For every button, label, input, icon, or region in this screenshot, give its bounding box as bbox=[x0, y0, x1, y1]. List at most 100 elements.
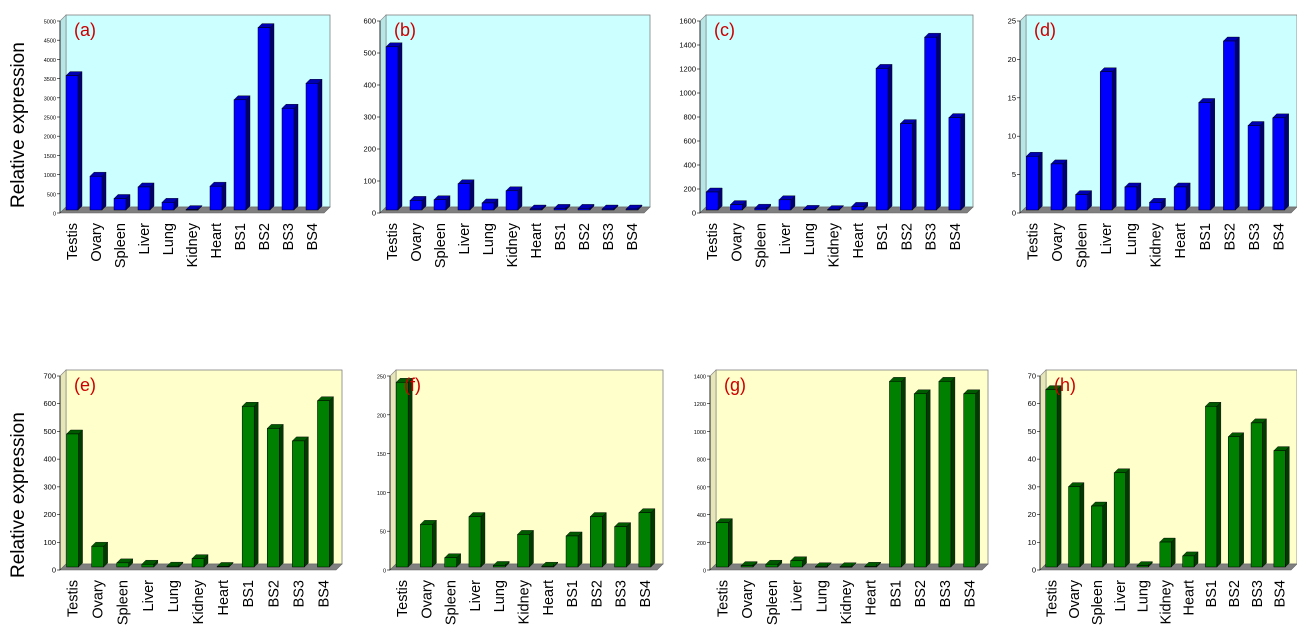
y-tick-label: 100 bbox=[43, 538, 56, 547]
x-tick-label: Ovary bbox=[1067, 579, 1083, 618]
bar-spleen bbox=[1075, 190, 1093, 211]
bar-bs3 bbox=[938, 376, 956, 568]
bar-side bbox=[407, 377, 413, 568]
y-tick-label: 2500 bbox=[44, 116, 56, 122]
bar-side bbox=[317, 78, 323, 211]
bar-heart bbox=[1173, 182, 1191, 211]
bar-side bbox=[602, 512, 607, 568]
x-tick-label: BS2 bbox=[589, 580, 605, 607]
panel-title: (b) bbox=[394, 20, 416, 40]
plot-side-wall bbox=[389, 369, 397, 571]
bar-front bbox=[1091, 505, 1104, 568]
bar-bs2 bbox=[1227, 432, 1245, 568]
bar-ovary bbox=[91, 541, 109, 568]
bar-front bbox=[409, 200, 423, 211]
bar-front bbox=[839, 566, 853, 568]
panel-title: (g) bbox=[724, 375, 746, 395]
bar-side bbox=[1235, 36, 1240, 211]
plot-side-wall bbox=[1019, 14, 1027, 214]
bar-testis bbox=[1025, 151, 1043, 211]
y-tick-label: 60 bbox=[1028, 399, 1036, 408]
x-tick-label: BS4 bbox=[305, 223, 321, 250]
bar-front bbox=[705, 191, 719, 211]
bar-front bbox=[1050, 163, 1064, 211]
x-tick-label: Kidney bbox=[1159, 579, 1175, 624]
bar-front bbox=[161, 202, 175, 211]
bar-side bbox=[103, 541, 108, 568]
y-tick-label: 400 bbox=[43, 455, 56, 464]
panel-title: (h) bbox=[1054, 375, 1076, 395]
x-tick-label: BS4 bbox=[625, 223, 641, 250]
x-tick-label: Kidney bbox=[505, 222, 521, 267]
x-tick-label: Spleen bbox=[116, 580, 132, 625]
x-tick-label: BS1 bbox=[875, 223, 891, 250]
bar-front bbox=[614, 526, 627, 568]
x-tick-label: Ovary bbox=[729, 222, 745, 261]
bar-side bbox=[432, 519, 437, 568]
bar-side bbox=[1210, 97, 1215, 211]
bar-front bbox=[827, 209, 840, 211]
x-tick-label: BS1 bbox=[1198, 223, 1214, 250]
bar-front bbox=[113, 198, 127, 211]
bar-front bbox=[91, 545, 104, 568]
bar-front bbox=[395, 382, 409, 568]
bar-front bbox=[1099, 71, 1113, 211]
bar-front bbox=[137, 186, 151, 211]
x-tick-label: Liver bbox=[141, 580, 157, 612]
bar-side bbox=[960, 113, 966, 211]
x-tick-label: Testis bbox=[66, 580, 82, 617]
y-tick-label: 1600 bbox=[679, 17, 696, 26]
x-tick-label: BS2 bbox=[913, 580, 929, 607]
bar-bs4 bbox=[316, 396, 334, 568]
bar-front bbox=[257, 27, 271, 211]
bar-bs4 bbox=[963, 389, 981, 568]
bar-front bbox=[305, 83, 319, 211]
x-tick-label: Testis bbox=[715, 580, 731, 617]
panel-title: (a) bbox=[74, 20, 96, 40]
panel-title: (c) bbox=[714, 20, 735, 40]
bar-lung bbox=[481, 198, 499, 211]
bar-front bbox=[492, 565, 506, 568]
bar-side bbox=[279, 423, 284, 568]
panel-title: (e) bbox=[74, 375, 96, 395]
bar-side bbox=[101, 171, 107, 211]
bar-heart bbox=[209, 181, 227, 211]
x-tick-label: BS2 bbox=[1222, 223, 1238, 250]
x-tick-label: BS4 bbox=[948, 223, 964, 250]
bar-front bbox=[1182, 555, 1195, 568]
bar-front bbox=[541, 565, 555, 568]
bar-heart bbox=[851, 201, 869, 211]
x-tick-label: Heart bbox=[541, 580, 557, 615]
x-tick-label: Lung bbox=[481, 223, 497, 255]
plot-side-wall bbox=[699, 14, 707, 214]
bar-side bbox=[1112, 67, 1117, 211]
bar-front bbox=[1205, 406, 1218, 568]
y-tick-label: 30 bbox=[1028, 482, 1036, 491]
bar-liver bbox=[468, 512, 486, 568]
y-tick-label: 250 bbox=[377, 375, 386, 381]
bar-front bbox=[590, 516, 603, 568]
x-tick-label: BS2 bbox=[899, 223, 915, 250]
chart-panel-4: 0 100 200 300 400 500 600 700 Testis Ovary Spleen L… bbox=[43, 369, 343, 625]
x-tick-label: BS1 bbox=[1204, 580, 1220, 607]
bar-side bbox=[529, 529, 534, 568]
bar-front bbox=[851, 206, 865, 211]
bar-ovary bbox=[729, 200, 747, 211]
bar-front bbox=[116, 562, 129, 568]
chart-panel-1: 0 100 200 300 400 500 600 Testis Ovary Spleen Live… bbox=[363, 14, 651, 268]
bar-front bbox=[924, 36, 937, 211]
bar-front bbox=[948, 117, 962, 211]
bar-bs3 bbox=[1247, 121, 1265, 211]
y-tick-label: 100 bbox=[363, 177, 376, 186]
bar-side bbox=[925, 389, 931, 568]
y-tick-label: 200 bbox=[377, 413, 386, 419]
bar-side bbox=[245, 95, 251, 211]
bar-front bbox=[1247, 125, 1261, 211]
bar-side bbox=[1079, 482, 1085, 568]
x-tick-label: Kidney bbox=[1149, 222, 1165, 267]
x-tick-label: Kidney bbox=[827, 222, 843, 267]
x-tick-label: BS2 bbox=[1227, 580, 1243, 607]
bar-front bbox=[191, 558, 205, 568]
chart-panel-3: 0 5 10 15 20 25 Testis Ovary Spleen Liver Lung Kidn… bbox=[1008, 14, 1297, 268]
